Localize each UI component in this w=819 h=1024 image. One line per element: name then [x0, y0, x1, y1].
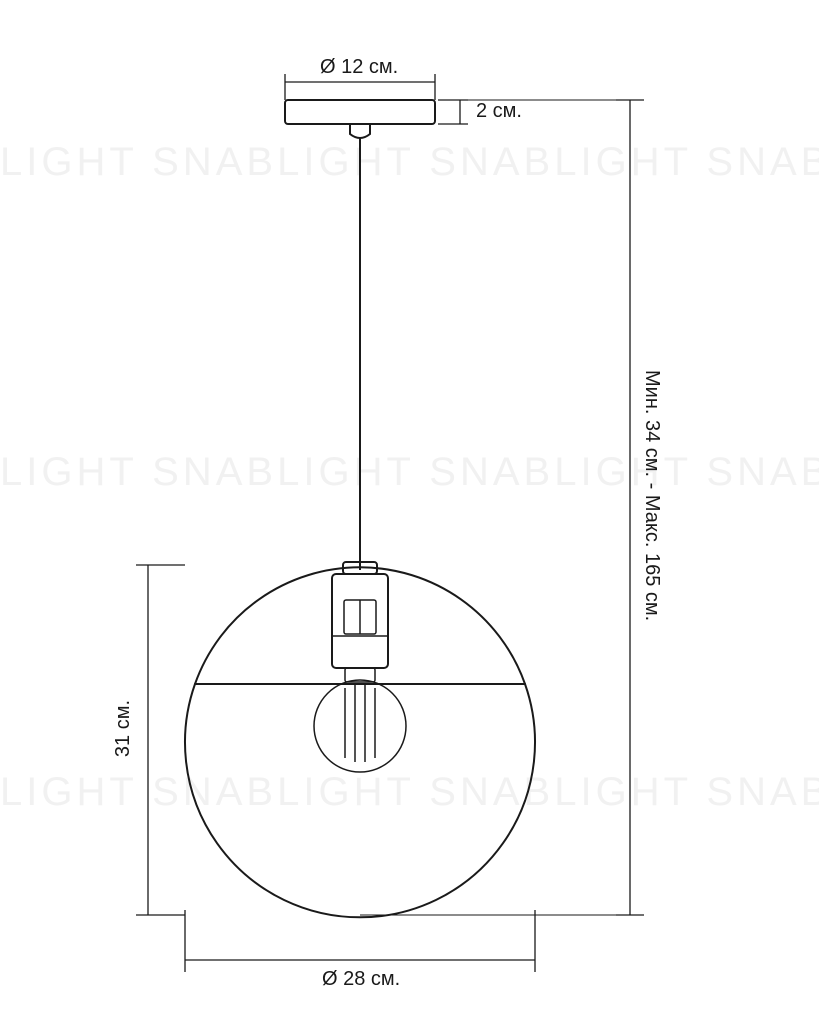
dim-globe-height [136, 565, 185, 915]
label-globe-diameter: Ø 28 см. [322, 968, 400, 991]
dim-canopy-height [438, 100, 468, 124]
dim-globe-diameter [185, 910, 535, 972]
pendant-lamp [185, 100, 535, 917]
strain-relief [350, 124, 370, 138]
label-canopy-height: 2 см. [476, 100, 522, 123]
diagram-stage: LIGHT SNAB LIGHT SNAB LIGHT SNAB LIGHT S… [0, 0, 819, 1024]
bulb-filaments [345, 685, 375, 762]
canopy [285, 100, 435, 124]
technical-drawing [0, 0, 819, 1024]
label-overall-height: Мин. 34 см. - Макс. 165 см. [640, 370, 663, 621]
bulb [314, 680, 406, 772]
dim-overall-height [360, 100, 644, 915]
label-canopy-diameter: Ø 12 см. [320, 56, 398, 79]
globe-shade [185, 684, 535, 917]
label-globe-height: 31 см. [112, 700, 135, 757]
